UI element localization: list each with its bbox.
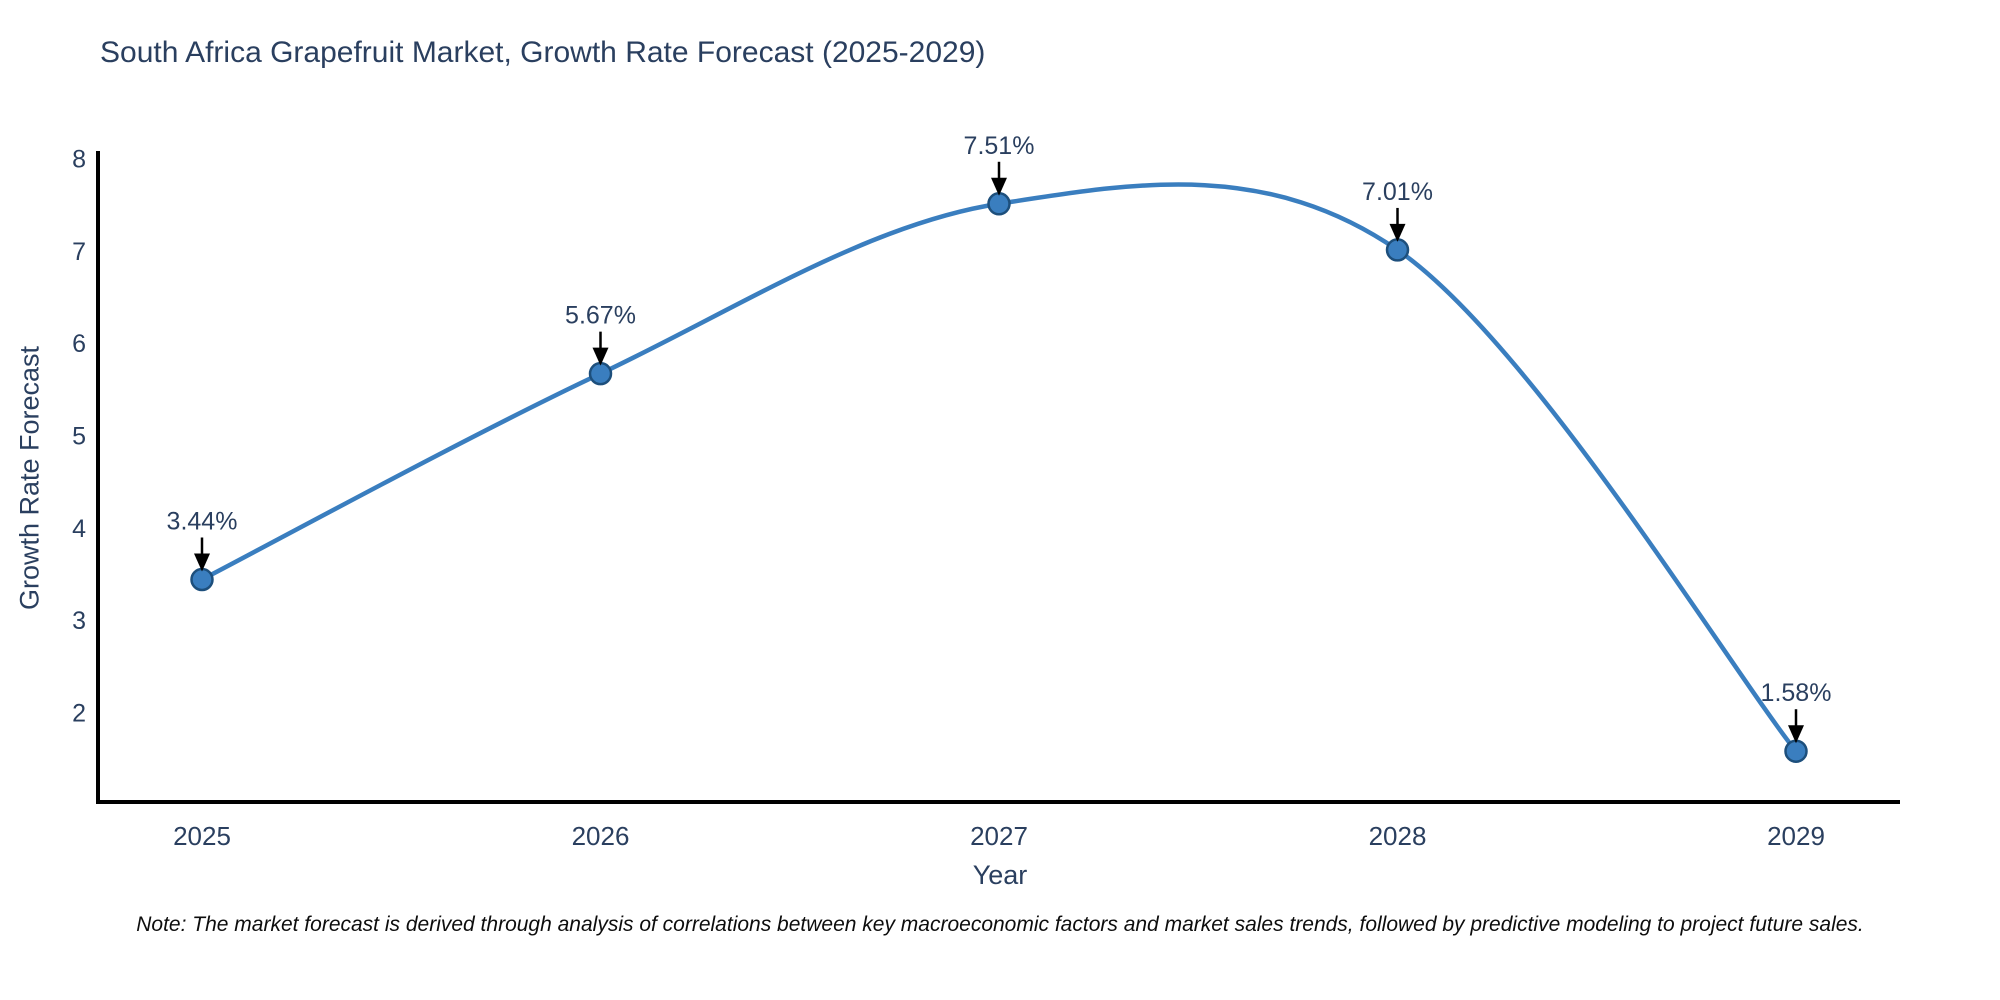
annotation-label: 5.67% [565,302,636,330]
data-point-marker [190,567,214,592]
y-tick-label: 8 [72,146,86,174]
y-tick-label: 3 [72,607,86,635]
y-tick-label: 6 [72,330,86,358]
y-tick-label: 7 [72,238,86,266]
x-tick-label: 2029 [1767,821,1825,851]
x-tick-label: 2025 [173,821,231,851]
y-tick-label: 5 [72,422,86,450]
data-point-marker [1784,739,1808,763]
chart-title: South Africa Grapefruit Market, Growth R… [100,36,986,69]
annotation-arrowhead [991,177,1007,196]
data-point-marker [1385,238,1410,262]
x-tick-label: 2028 [1369,821,1427,851]
annotation-label: 3.44% [167,508,238,536]
x-axis-title: Year [972,860,1028,890]
annotation-arrowhead [592,347,609,366]
annotation-label: 1.58% [1761,679,1832,707]
footnote: Note: The market forecast is derived thr… [136,913,1864,936]
annotation-arrowhead [1788,725,1804,744]
annotation-arrowhead [1389,223,1406,242]
annotation-arrowhead [194,553,210,572]
y-tick-label: 2 [72,699,86,727]
data-point-marker [588,361,613,386]
y-tick-label: 4 [72,515,86,543]
line-series-path [199,182,1799,754]
x-tick-label: 2027 [970,821,1028,851]
data-point-marker [987,192,1011,216]
annotation-label: 7.51% [964,132,1035,160]
x-tick-label: 2026 [572,821,630,851]
annotation-label: 7.01% [1362,178,1433,206]
